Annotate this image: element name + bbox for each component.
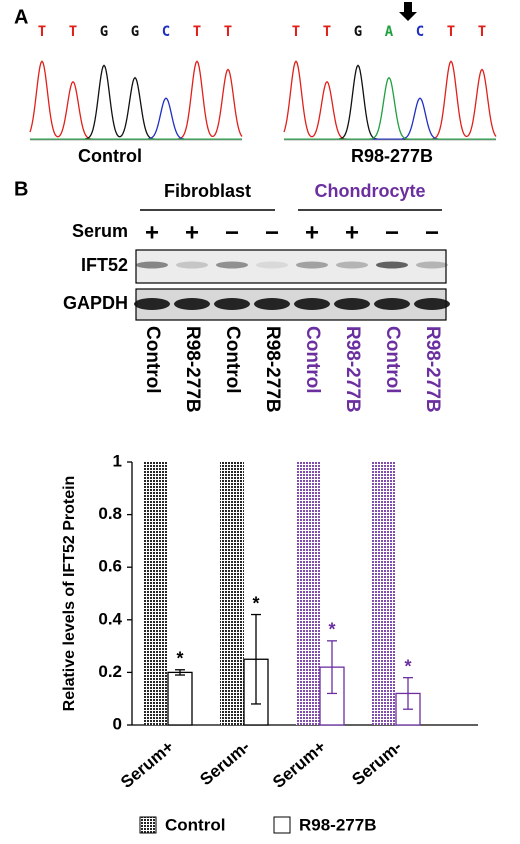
base-letter: T <box>69 24 77 40</box>
band <box>336 261 368 269</box>
base-letter: T <box>224 24 232 40</box>
bar <box>296 462 320 725</box>
trace <box>284 76 496 140</box>
band <box>216 261 248 269</box>
base-letter: G <box>100 24 108 40</box>
trace <box>30 64 242 140</box>
y-tick-label: 0.8 <box>98 504 122 523</box>
y-tick-label: 0.2 <box>98 662 122 681</box>
row-label: GAPDH <box>63 293 128 313</box>
base-letter: T <box>447 24 455 40</box>
bar <box>144 462 168 725</box>
trace <box>29 60 243 140</box>
serum-sign: + <box>185 219 199 246</box>
lane-label: R98-277B <box>342 326 363 413</box>
legend-swatch <box>273 816 291 834</box>
band <box>134 298 170 310</box>
band <box>294 298 330 310</box>
base-letter: A <box>385 24 394 40</box>
band <box>176 261 208 269</box>
serum-sign: + <box>145 219 159 246</box>
trace <box>283 60 497 140</box>
base-letter: T <box>292 24 300 40</box>
lane-label: R98-277B <box>262 326 283 413</box>
serum-sign: − <box>225 219 239 246</box>
serum-sign: − <box>265 219 279 246</box>
legend-swatch <box>139 816 157 834</box>
lane-label: Control <box>382 326 403 394</box>
significance: * <box>404 656 411 676</box>
base-letter: G <box>131 24 139 40</box>
row-label: IFT52 <box>81 255 128 275</box>
base-letter: G <box>354 24 362 40</box>
band <box>254 298 290 310</box>
base-letter: T <box>478 24 486 40</box>
lane-label: R98-277B <box>422 326 443 413</box>
bar <box>220 462 244 725</box>
x-tick-label: Serum- <box>196 737 253 789</box>
y-axis-label: Relative levels of IFT52 Protein <box>61 476 78 712</box>
error-bar <box>175 669 185 676</box>
bar <box>167 671 193 726</box>
band <box>416 261 448 269</box>
base-letter: C <box>416 24 424 40</box>
bar <box>372 462 396 725</box>
lane-label: Control <box>302 326 323 394</box>
base-letter: T <box>323 24 331 40</box>
y-tick-label: 0.6 <box>98 557 122 576</box>
y-tick-label: 0.4 <box>98 609 122 628</box>
band <box>414 298 450 310</box>
band <box>296 261 328 269</box>
band <box>334 298 370 310</box>
band <box>256 261 288 269</box>
serum-sign: − <box>385 219 399 246</box>
x-tick-label: Serum+ <box>269 737 329 792</box>
lane-label: R98-277B <box>182 326 203 413</box>
error-bar <box>251 613 261 705</box>
y-tick-label: 1 <box>113 451 122 470</box>
lane-label: Control <box>142 326 163 394</box>
x-tick-label: Serum- <box>348 737 405 789</box>
error-bar <box>403 677 413 710</box>
x-tick-label: Serum+ <box>117 737 177 792</box>
panel-label: A <box>14 6 28 28</box>
band <box>214 298 250 310</box>
band <box>136 261 168 269</box>
serum-sign: + <box>305 219 319 246</box>
band <box>376 261 408 269</box>
serum-sign: + <box>345 219 359 246</box>
group-label: Fibroblast <box>164 181 251 201</box>
base-letter: C <box>162 24 170 40</box>
significance: * <box>176 649 183 669</box>
significance: * <box>252 593 259 613</box>
panel-label: B <box>14 178 28 200</box>
band <box>374 298 410 310</box>
serum-sign: − <box>425 219 439 246</box>
row-label: Serum <box>72 221 128 241</box>
arrow <box>399 2 417 21</box>
lane-label: Control <box>222 326 243 394</box>
base-letter: T <box>38 24 46 40</box>
trace <box>284 64 496 140</box>
legend-label: Control <box>165 815 225 834</box>
band <box>174 298 210 310</box>
y-tick-label: 0 <box>113 714 122 733</box>
significance: * <box>328 620 335 640</box>
base-letter: T <box>193 24 201 40</box>
trace-name: Control <box>78 146 142 166</box>
error-bar <box>327 640 337 695</box>
trace-name: R98-277B <box>351 146 433 166</box>
group-label: Chondrocyte <box>314 181 425 201</box>
legend-label: R98-277B <box>299 815 377 834</box>
